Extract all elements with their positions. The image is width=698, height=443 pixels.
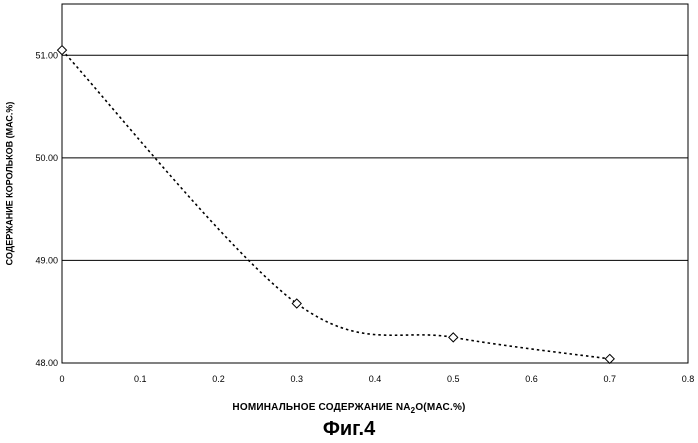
x-tick-label: 0 [59,374,64,384]
x-tick-label: 0.8 [682,374,695,384]
x-tick-label: 0.7 [603,374,616,384]
data-point-marker [449,333,458,342]
x-tick-label: 0.1 [134,374,147,384]
x-axis-label-part2: O(МАС.%) [415,402,465,413]
series-line [62,50,610,359]
x-tick-label: 0.3 [290,374,303,384]
x-axis-label-part1: НОМИНАЛЬНОЕ СОДЕРЖАНИЕ NA [232,402,410,413]
x-axis-label: НОМИНАЛЬНОЕ СОДЕРЖАНИЕ NA2O(МАС.%) [0,402,698,415]
figure-caption: Фиг.4 [0,418,698,441]
series-markers [58,46,615,364]
x-tick-labels: 0 0.1 0.2 0.3 0.4 0.5 0.6 0.7 0.8 [59,374,694,384]
y-tick-label: 48.00 [35,358,58,368]
data-point-marker [58,46,67,55]
y-tick-label: 49.00 [35,255,58,265]
gridlines [62,55,688,363]
y-axis-label: СОДЕРЖАНИЕ КОРОЛЬКОВ (МАС.%) [4,102,14,266]
y-tick-label: 50.00 [35,153,58,163]
x-tick-label: 0.5 [447,374,460,384]
plot-frame [62,4,688,363]
y-tick-labels: 48.00 49.00 50.00 51.00 [35,50,58,368]
data-point-marker [605,354,614,363]
x-tick-label: 0.6 [525,374,538,384]
x-tick-label: 0.2 [212,374,225,384]
y-tick-label: 51.00 [35,50,58,60]
x-tick-label: 0.4 [369,374,382,384]
